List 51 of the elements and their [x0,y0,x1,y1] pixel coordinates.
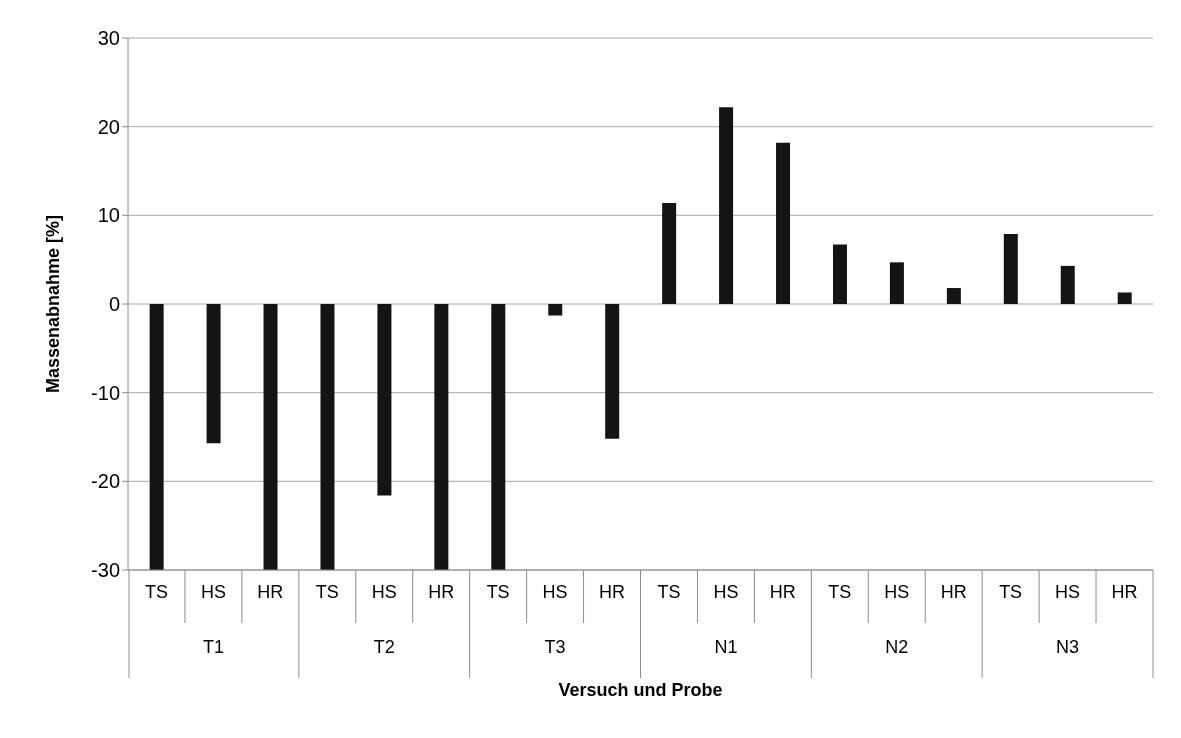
x-tick-label: HR [769,582,796,602]
bar [662,202,677,304]
x-tick-label: HR [940,582,967,602]
bar [889,262,904,304]
x-tick-label: TS [315,582,339,602]
bar [719,107,734,304]
bar [946,288,961,304]
y-tick-label: -30 [91,559,120,582]
bar [776,142,791,304]
bar [491,304,506,570]
text: T1 [202,637,224,657]
bar [832,244,847,304]
bar [206,304,221,444]
y-tick-label: 20 [97,115,120,138]
x-tick-label: HS [1055,582,1081,602]
bar [263,304,278,570]
y-tick-label: 0 [108,293,120,316]
y-tick-label: 30 [97,27,120,50]
text: N2 [885,637,909,657]
x-tick-label: HS [884,582,910,602]
bar [434,304,449,570]
x-tick-label: TS [144,582,168,602]
y-tick-label: -10 [91,381,120,404]
x-tick-label: TS [828,582,852,602]
bar [320,304,335,570]
bar [605,304,620,439]
x-tick-label: HR [257,582,284,602]
bar [149,304,164,570]
x-tick-label: HS [542,582,568,602]
text: N3 [1056,637,1080,657]
x-tick-label: HR [1111,582,1138,602]
x-tick-label: HS [713,582,739,602]
text: N1 [714,637,738,657]
x-tick-label: HS [200,582,226,602]
x-axis-title: Versuch und Probe [558,680,723,700]
bar [1060,265,1075,304]
text: T3 [544,637,566,657]
y-tick-label: 10 [97,204,120,227]
bar [1003,233,1018,304]
x-tick-label: HS [371,582,397,602]
y-tick-label: -20 [91,470,120,493]
text: T2 [373,637,395,657]
x-tick-label: TS [999,582,1023,602]
bar [377,304,392,496]
bar [1117,292,1132,304]
x-tick-label: HR [599,582,626,602]
x-tick-label: TS [486,582,510,602]
y-axis-title: Massenabnahme [%] [43,214,64,394]
bar [548,304,563,316]
x-tick-label: HR [428,582,455,602]
x-tick-label: TS [657,582,681,602]
